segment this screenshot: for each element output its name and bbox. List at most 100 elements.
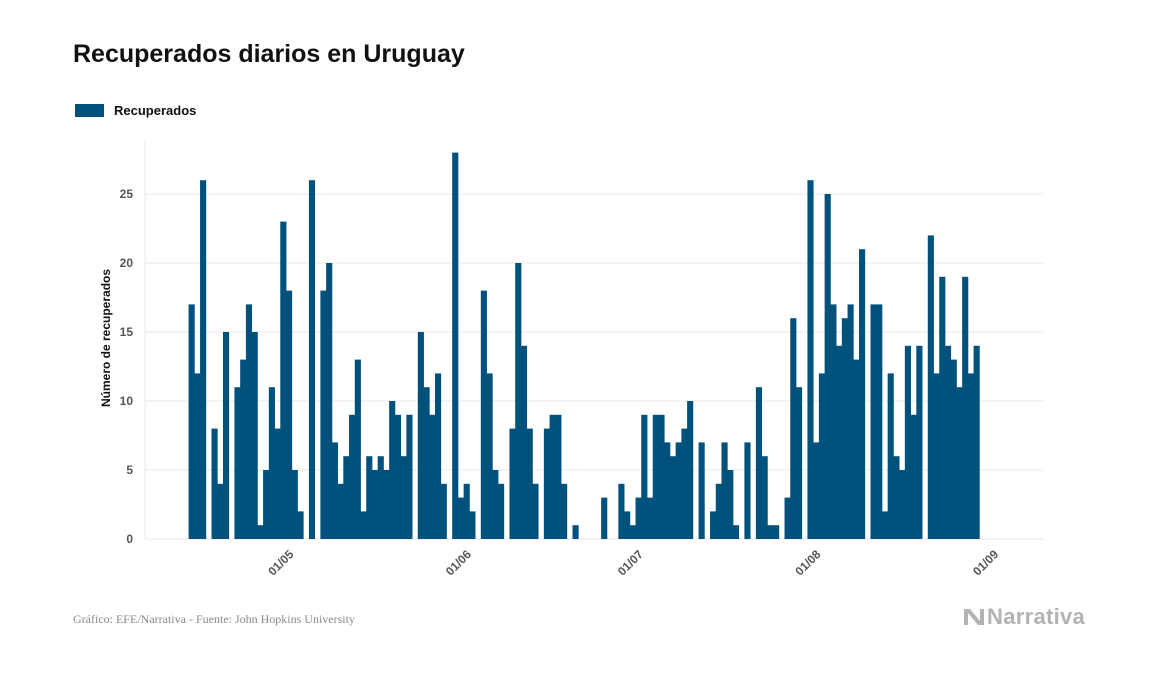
bar — [211, 428, 218, 539]
bar — [830, 304, 837, 539]
bar — [417, 332, 424, 539]
bar — [784, 497, 791, 539]
bar — [795, 387, 803, 539]
bar — [543, 428, 550, 539]
bar — [217, 483, 224, 539]
bar — [927, 235, 934, 539]
bar — [406, 414, 413, 539]
bar — [755, 387, 762, 539]
narrativa-logo: Narrativa — [963, 604, 1085, 630]
bar — [967, 373, 975, 539]
bar — [469, 511, 476, 539]
bar — [859, 249, 866, 539]
y-tick-label: 20 — [120, 256, 134, 270]
bar — [429, 414, 436, 539]
bar — [509, 428, 516, 539]
bar — [876, 304, 883, 539]
bar — [245, 304, 253, 539]
bar — [463, 483, 470, 539]
bar — [440, 483, 447, 539]
bar — [274, 428, 281, 539]
bar — [366, 456, 373, 539]
bar — [343, 456, 350, 539]
source-credit: Gráfico: EFE/Narrativa - Fuente: John Ho… — [73, 612, 355, 626]
bar — [549, 414, 556, 539]
bar — [561, 483, 568, 539]
bar — [893, 456, 900, 539]
bar — [956, 387, 963, 539]
bar — [624, 511, 631, 539]
bar — [572, 525, 579, 539]
bar — [492, 470, 499, 539]
bar — [939, 276, 946, 539]
bar — [647, 497, 654, 539]
bar — [904, 345, 911, 539]
x-tick-label: 01/08 — [792, 547, 823, 578]
bar — [813, 442, 820, 539]
bar — [847, 304, 854, 539]
bar — [515, 263, 522, 539]
bar — [371, 470, 379, 539]
bar — [452, 152, 459, 539]
chart-title: Recuperados diarios en Uruguay — [73, 40, 465, 68]
bar — [520, 345, 528, 539]
bar — [526, 428, 533, 539]
bar — [836, 345, 843, 539]
bar — [669, 456, 677, 539]
bar — [263, 470, 270, 539]
bar — [870, 304, 877, 539]
bar — [962, 276, 969, 539]
bar — [349, 414, 356, 539]
bar — [767, 525, 774, 539]
bar — [394, 414, 402, 539]
bar — [853, 359, 860, 539]
bar — [337, 483, 344, 539]
y-tick-label: 5 — [126, 463, 133, 477]
bar — [652, 414, 659, 539]
bar — [629, 525, 636, 539]
bar — [308, 180, 316, 539]
bar — [641, 414, 648, 539]
bar — [251, 332, 258, 539]
bar — [601, 497, 608, 539]
x-tick-label: 01/06 — [443, 547, 474, 578]
bar — [383, 470, 390, 539]
y-tick-label: 25 — [120, 187, 134, 201]
bar — [732, 525, 740, 539]
bar — [280, 221, 287, 539]
bar — [320, 290, 327, 539]
legend-label: Recuperados — [114, 103, 197, 118]
bar — [664, 442, 671, 539]
legend: Recuperados — [75, 103, 196, 118]
bar — [532, 483, 539, 539]
bar — [400, 456, 407, 539]
bar — [240, 359, 247, 539]
bar — [818, 373, 826, 539]
bar — [331, 442, 338, 539]
bar — [434, 373, 442, 539]
y-axis-ticks: 0 5 10 15 20 25 — [120, 187, 134, 546]
bar — [841, 318, 848, 539]
bar — [773, 525, 780, 539]
bar — [881, 511, 889, 539]
bar — [824, 194, 831, 539]
bar — [200, 180, 207, 539]
bar — [257, 525, 264, 539]
bar — [377, 456, 384, 539]
bar — [675, 442, 682, 539]
y-tick-label: 0 — [126, 532, 133, 546]
bar — [899, 470, 906, 539]
bar — [658, 414, 665, 539]
bar — [222, 332, 230, 539]
bar — [326, 263, 333, 539]
bar — [268, 387, 275, 539]
bar — [710, 511, 717, 539]
bar — [744, 442, 751, 539]
bar — [555, 414, 562, 539]
bar — [297, 511, 304, 539]
bar — [715, 483, 722, 539]
x-tick-label: 01/07 — [615, 547, 646, 578]
brand-name: Narrativa — [987, 604, 1086, 629]
bar — [761, 456, 768, 539]
